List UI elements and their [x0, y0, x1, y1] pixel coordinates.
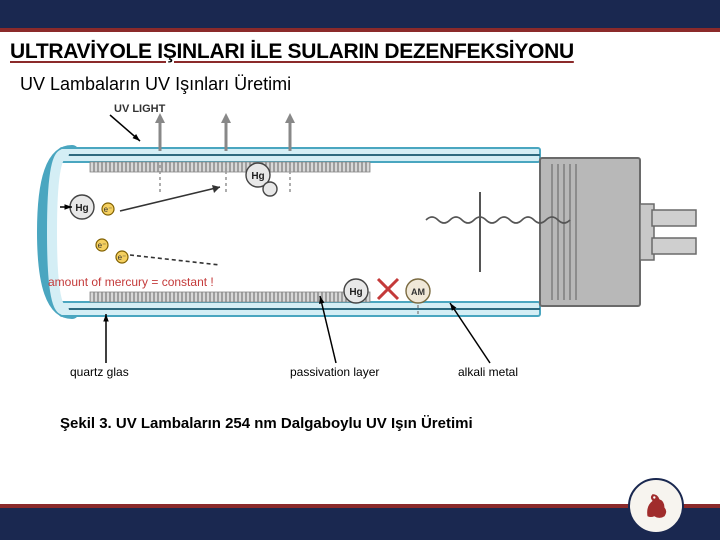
svg-text:Hg: Hg: [75, 203, 88, 214]
svg-text:e⁻: e⁻: [104, 205, 113, 214]
uv-lamp-diagram: Hg Hg Hg AM e⁻ e⁻ e⁻ UV LIGHT amount of mercur…: [20, 97, 700, 397]
griffin-icon: [639, 489, 673, 523]
figure-caption: Şekil 3. UV Lambaların 254 nm Dalgaboylu…: [60, 415, 473, 432]
svg-text:AM: AM: [411, 287, 425, 297]
svg-text:e⁻: e⁻: [118, 253, 127, 262]
svg-text:Hg: Hg: [349, 287, 362, 298]
title-row: ULTRAVİYOLE IŞINLARI İLE SULARIN DEZENFE…: [0, 32, 720, 70]
label-alkali: alkali metal: [458, 365, 518, 379]
bottom-stripe: [0, 508, 720, 540]
footer-bars: [0, 504, 720, 540]
svg-text:e⁻: e⁻: [98, 241, 107, 250]
label-quartz: quartz glas: [70, 365, 129, 379]
label-uv-light: UV LIGHT: [114, 103, 165, 115]
diagram-svg: Hg Hg Hg AM e⁻ e⁻ e⁻: [20, 97, 700, 397]
top-stripe: [0, 0, 720, 28]
caption-row: Şekil 3. UV Lambaların 254 nm Dalgaboylu…: [0, 397, 720, 433]
page-subtitle: UV Lambaların UV Işınları Üretimi: [0, 70, 720, 97]
page-title: ULTRAVİYOLE IŞINLARI İLE SULARIN DEZENFE…: [10, 40, 710, 64]
university-logo: [628, 478, 684, 534]
svg-text:Hg: Hg: [251, 171, 264, 182]
label-passivation: passivation layer: [290, 365, 379, 379]
label-mercury-note: amount of mercury = constant !: [48, 275, 214, 289]
